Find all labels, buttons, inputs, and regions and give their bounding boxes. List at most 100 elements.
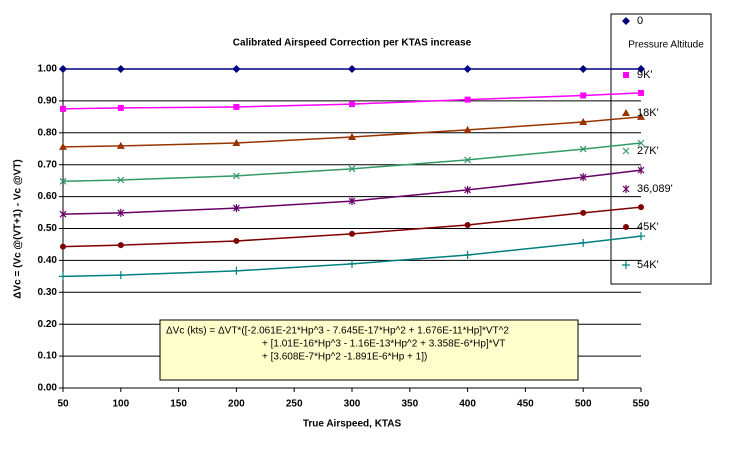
marker	[59, 177, 67, 185]
marker	[349, 101, 355, 108]
legend-marker	[622, 185, 630, 193]
marker	[579, 145, 587, 153]
legend-title: Pressure Altitude	[628, 40, 704, 51]
y-tick-label: 0.10	[38, 351, 58, 362]
marker	[348, 259, 356, 268]
marker	[348, 132, 356, 140]
y-axis-label: ΔVc = (Vc @(VT+1) - Vc @VT)	[13, 159, 24, 299]
legend-marker	[622, 109, 630, 116]
y-tick-label: 0.60	[38, 191, 58, 202]
legend-marker	[623, 72, 629, 78]
marker	[579, 65, 588, 73]
marker	[348, 197, 356, 206]
x-tick-label: 200	[228, 399, 245, 410]
marker	[233, 103, 240, 110]
marker	[59, 142, 67, 150]
x-tick-label: 450	[517, 399, 534, 410]
marker	[464, 96, 471, 103]
legend-label: 0	[637, 15, 643, 27]
series-line	[62, 142, 642, 183]
marker	[637, 112, 645, 120]
marker	[580, 209, 587, 216]
marker	[59, 210, 67, 219]
legend-marker	[622, 17, 630, 25]
marker	[637, 232, 645, 241]
marker	[349, 230, 355, 237]
marker	[117, 104, 124, 111]
marker	[116, 65, 125, 73]
y-tick-label: 0.00	[38, 383, 58, 394]
legend-box	[610, 13, 712, 285]
marker	[60, 105, 66, 112]
legend-label: 36,089'	[637, 183, 673, 195]
marker	[579, 238, 588, 247]
marker	[637, 166, 645, 175]
y-tick-label: 0.90	[38, 96, 58, 107]
marker	[638, 89, 644, 96]
y-tick-label: 0.70	[38, 159, 58, 170]
marker	[59, 65, 67, 73]
legend-label: 18K'	[637, 107, 659, 119]
x-tick-label: 300	[344, 399, 361, 410]
marker	[117, 208, 125, 217]
marker	[580, 92, 587, 99]
x-tick-label: 150	[170, 399, 187, 410]
marker	[579, 173, 587, 182]
series-line	[62, 235, 642, 278]
marker	[348, 65, 356, 73]
x-tick-label: 250	[286, 399, 303, 410]
series-line	[62, 206, 642, 248]
marker	[117, 176, 125, 184]
y-tick-label: 0.20	[38, 319, 58, 330]
marker	[233, 237, 240, 244]
x-tick-label: 100	[112, 399, 129, 410]
marker	[348, 165, 356, 173]
legend-label: 45K'	[637, 221, 659, 233]
x-tick-label: 50	[57, 399, 69, 410]
x-tick-label: 350	[401, 399, 418, 410]
annotation-text: + [3.608E-7*Hp^2 -1.891E-6*Hp + 1])	[262, 352, 427, 363]
legend-label: 54K'	[637, 259, 659, 271]
y-tick-label: 0.30	[38, 287, 58, 298]
marker	[463, 250, 472, 259]
annotation-box	[159, 319, 579, 381]
y-tick-label: 0.50	[38, 223, 58, 234]
legend-marker	[622, 147, 630, 155]
marker	[117, 242, 124, 249]
x-axis-label: True Airspeed, KTAS	[303, 419, 402, 430]
marker	[232, 65, 241, 73]
legend-marker	[622, 261, 630, 269]
marker	[463, 125, 472, 133]
marker	[232, 266, 241, 275]
y-tick-label: 1.00	[38, 64, 58, 75]
x-tick-label: 400	[459, 399, 476, 410]
x-tick-label: 500	[575, 399, 592, 410]
legend-marker	[623, 224, 629, 230]
marker	[463, 65, 472, 73]
marker	[637, 65, 645, 73]
marker	[464, 156, 472, 164]
chart-title: Calibrated Airspeed Correction per KTAS …	[233, 38, 472, 49]
annotation-text: ΔVc (kts) = ΔVT*([-2.061E-21*Hp^3 - 7.64…	[166, 326, 509, 337]
marker	[464, 221, 471, 228]
marker	[637, 139, 645, 147]
marker	[59, 272, 67, 281]
series-line	[62, 169, 642, 215]
marker	[232, 139, 241, 147]
marker	[579, 117, 588, 125]
legend-label: 9K'	[637, 69, 653, 81]
marker	[232, 172, 240, 180]
marker	[60, 243, 66, 250]
annotation-text: + [1.01E-16*Hp^3 - 1.16E-13*Hp^2 + 3.358…	[262, 339, 505, 350]
y-tick-label: 0.40	[38, 255, 58, 266]
x-tick-label: 550	[633, 399, 650, 410]
legend-label: 27K'	[637, 145, 659, 157]
marker	[116, 141, 125, 149]
marker	[464, 185, 472, 194]
marker	[232, 204, 240, 213]
marker	[116, 271, 125, 280]
y-tick-label: 0.80	[38, 127, 58, 138]
marker	[638, 204, 644, 211]
series-line	[62, 116, 642, 148]
